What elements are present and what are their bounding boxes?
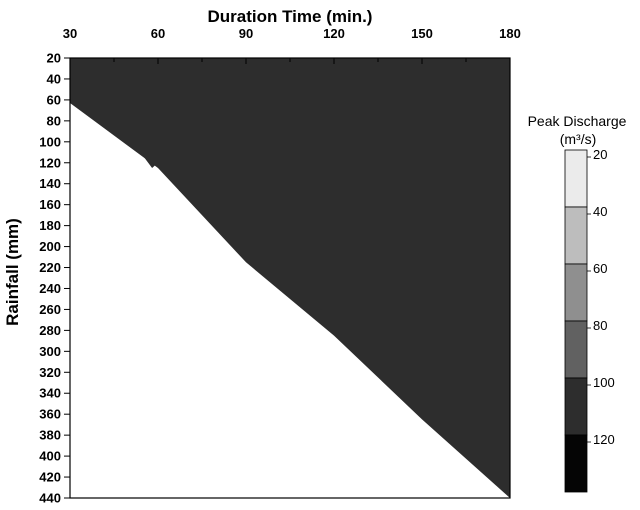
y-tick-label: 380 bbox=[39, 428, 61, 443]
y-tick-label: 100 bbox=[39, 134, 61, 149]
y-tick-label: 220 bbox=[39, 260, 61, 275]
x-tick-label: 180 bbox=[499, 26, 521, 41]
colorbar-unit: (m³/s) bbox=[560, 131, 597, 147]
contour-bands bbox=[70, 58, 510, 498]
y-tick-label: 80 bbox=[47, 113, 61, 128]
x-tick-label: 150 bbox=[411, 26, 433, 41]
y-tick-label: 160 bbox=[39, 197, 61, 212]
colorbar-label: 60 bbox=[593, 261, 607, 276]
x-tick-label: 120 bbox=[323, 26, 345, 41]
colorbar-labels: 20 40 60 80 100 120 bbox=[593, 147, 615, 447]
colorbar-swatch bbox=[564, 377, 588, 436]
colorbar-swatches bbox=[564, 149, 591, 493]
colorbar-swatch bbox=[564, 434, 588, 493]
y-axis: 20 40 60 80 100 120 140 160 180 200 220 240 260 280 30… bbox=[39, 51, 70, 506]
y-tick-label: 300 bbox=[39, 344, 61, 359]
y-tick-label: 120 bbox=[39, 155, 61, 170]
colorbar-legend: Peak Discharge (m³/s) 20 40 60 80 100 120 bbox=[528, 113, 627, 493]
colorbar-title: Peak Discharge bbox=[528, 113, 627, 129]
y-tick-label: 60 bbox=[47, 92, 61, 107]
y-tick-label: 20 bbox=[47, 51, 61, 66]
colorbar-label: 100 bbox=[593, 375, 615, 390]
x-axis-label: Duration Time (min.) bbox=[208, 7, 373, 26]
y-tick-label: 440 bbox=[39, 491, 61, 506]
y-tick-label: 320 bbox=[39, 365, 61, 380]
x-tick-label: 90 bbox=[239, 26, 253, 41]
y-tick-label: 280 bbox=[39, 323, 61, 338]
y-tick-label: 340 bbox=[39, 386, 61, 401]
y-tick-label: 420 bbox=[39, 470, 61, 485]
y-tick-label: 200 bbox=[39, 239, 61, 254]
y-tick-label: 260 bbox=[39, 302, 61, 317]
y-axis-label: Rainfall (mm) bbox=[3, 218, 22, 326]
colorbar-swatch bbox=[564, 149, 588, 208]
y-tick-label: 40 bbox=[47, 71, 61, 86]
colorbar-label: 80 bbox=[593, 318, 607, 333]
x-axis: 30 60 90 120 150 180 bbox=[63, 26, 521, 64]
y-tick-label: 240 bbox=[39, 281, 61, 296]
y-tick-label: 400 bbox=[39, 449, 61, 464]
y-tick-label: 180 bbox=[39, 218, 61, 233]
y-tick-label: 360 bbox=[39, 407, 61, 422]
colorbar-label: 20 bbox=[593, 147, 607, 162]
colorbar-swatch bbox=[564, 320, 588, 379]
colorbar-label: 120 bbox=[593, 432, 615, 447]
colorbar-label: 40 bbox=[593, 204, 607, 219]
x-tick-label: 30 bbox=[63, 26, 77, 41]
y-tick-label: 140 bbox=[39, 176, 61, 191]
contour-band-6 bbox=[70, 58, 510, 498]
colorbar-swatch bbox=[564, 263, 588, 322]
x-tick-label: 60 bbox=[151, 26, 165, 41]
colorbar-swatch bbox=[564, 206, 588, 265]
